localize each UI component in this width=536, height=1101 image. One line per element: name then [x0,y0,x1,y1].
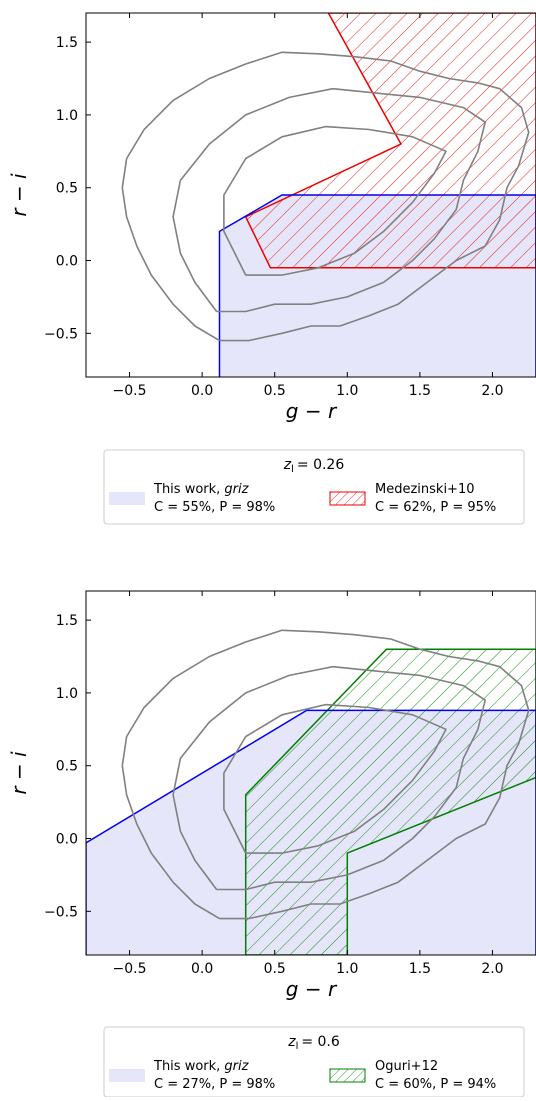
y-tick-label: −0.5 [44,326,78,342]
legend-label-oguri: Oguri+12 [375,1059,438,1074]
x-tick-label: 1.5 [409,383,431,399]
legend-label-this-work: This work, griz [153,1059,250,1074]
x-axis-label: g − r [286,399,338,423]
panel-bottom: −0.5 0.0 0.5 1.0 1.5 2.0 −0.5 0.0 0.5 1.0 1.5 g − … [7,591,536,1097]
y-tick-label: 0.5 [56,759,78,775]
x-tick-label: 2.0 [481,961,503,977]
legend-label-this-work: This work, griz [153,482,250,497]
x-tick-label: 1.0 [336,383,358,399]
y-tick-label: 1.0 [56,686,78,702]
panel-top: −0.5 0.0 0.5 1.0 1.5 2.0 −0.5 0.0 0.5 1.0 1.5 g − … [7,13,536,524]
legend-swatch-this-work [109,492,145,505]
x-tick-label: 0.0 [191,383,213,399]
x-tick-label: 1.5 [409,961,431,977]
y-axis-label: r − i [7,173,31,217]
legend-stats-this-work: C = 27%, P = 98% [154,1077,275,1092]
legend: zl= 0.6 This work, griz C = 27%, P = 98%… [104,1027,524,1097]
plot-area [122,13,536,377]
x-tick-label: −0.5 [113,383,147,399]
legend-stats-this-work: C = 55%, P = 98% [154,500,275,515]
x-tick-label: −0.5 [113,961,147,977]
y-axis-label: r − i [7,751,31,795]
legend-stats-oguri: C = 60%, P = 94% [375,1077,496,1092]
x-tick-label: 0.0 [191,961,213,977]
x-tick-label: 2.0 [481,383,503,399]
x-tick-label: 0.5 [264,383,286,399]
y-tick-label: 1.5 [56,613,78,629]
legend-label-medezinski: Medezinski+10 [375,482,475,497]
x-tick-label: 0.5 [264,961,286,977]
legend-swatch-oguri [330,1069,365,1082]
y-tick-label: 1.5 [56,35,78,51]
legend-swatch-this-work [109,1069,145,1082]
x-axis-label: g − r [286,977,338,1001]
y-tick-label: 0.0 [56,254,78,270]
medezinski-region [246,13,536,268]
y-tick-label: 0.0 [56,832,78,848]
y-tick-label: 1.0 [56,108,78,124]
legend-title: zl= 0.6 [287,1034,340,1052]
plot-area [86,630,536,955]
y-tick-label: −0.5 [44,904,78,920]
legend-swatch-medezinski [330,492,365,505]
y-tick-label: 0.5 [56,181,78,197]
x-tick-label: 1.0 [336,961,358,977]
legend-stats-medezinski: C = 62%, P = 95% [375,500,496,515]
legend: zl= 0.26 This work, griz C = 55%, P = 98… [104,450,524,524]
